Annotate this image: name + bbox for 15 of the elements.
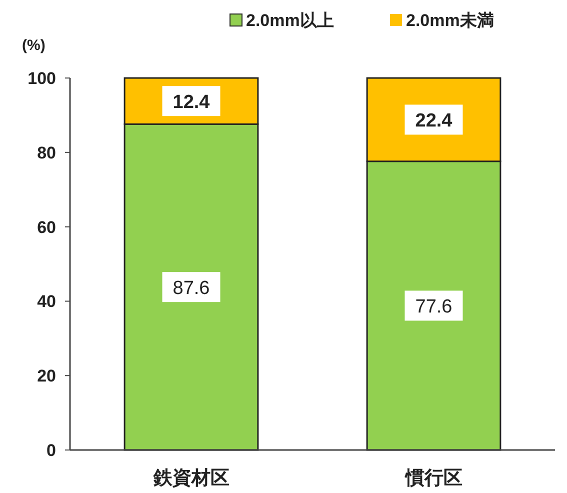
- data-label: 12.4: [172, 92, 210, 114]
- y-tick-label: 100: [28, 69, 56, 88]
- data-label: 22.4: [415, 110, 453, 132]
- y-tick-label: 40: [37, 292, 56, 312]
- y-axis-title: (%): [22, 37, 46, 54]
- x-tick-label: 鉄資材区: [152, 467, 230, 489]
- y-tick-label: 60: [37, 218, 56, 237]
- data-label: 87.6: [172, 278, 210, 300]
- data-label: 77.6: [415, 296, 452, 318]
- legend-label: 2.0mm未満: [406, 11, 494, 30]
- x-tick-label: 慣行区: [404, 468, 462, 489]
- y-tick-label: 80: [37, 143, 56, 162]
- legend-label: 2.0mm以上: [246, 11, 334, 30]
- y-tick-label: 20: [37, 366, 56, 386]
- y-tick-label: 0: [46, 441, 56, 460]
